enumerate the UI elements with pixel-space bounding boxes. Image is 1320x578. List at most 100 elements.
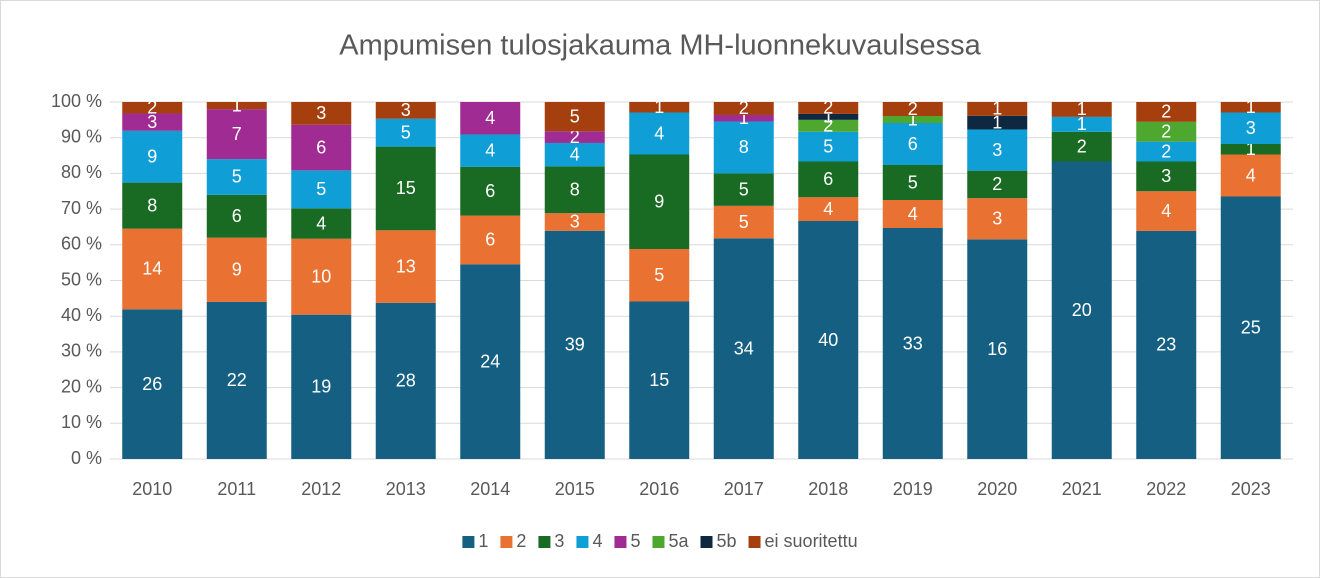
- data-label: 6: [485, 181, 495, 201]
- data-label: 25: [1241, 318, 1261, 338]
- legend-swatch: [538, 536, 551, 548]
- bar-segment: [629, 301, 690, 459]
- data-label: 4: [908, 204, 918, 224]
- bar-segment: [544, 142, 605, 167]
- data-label: 1: [1246, 139, 1256, 159]
- bar-segment: [1136, 230, 1197, 459]
- bar-segment: [206, 102, 267, 110]
- data-label: 14: [142, 259, 162, 279]
- bar-segment: [967, 129, 1028, 171]
- data-label: 4: [1161, 201, 1171, 221]
- bar-segment: [713, 121, 774, 174]
- bar-segment: [967, 102, 1028, 116]
- bar-segment: [798, 197, 859, 221]
- bar-segment: [1136, 191, 1197, 231]
- data-label: 3: [147, 112, 157, 132]
- legend-swatch: [700, 536, 713, 548]
- bar-segment: [713, 102, 774, 115]
- data-label: 4: [1246, 165, 1256, 185]
- bar-segment: [967, 198, 1028, 240]
- bar-segment: [882, 102, 943, 116]
- bar-segment: [798, 119, 859, 132]
- bar-segment: [375, 302, 436, 459]
- x-tick-label: 2016: [639, 479, 679, 499]
- data-label: 10: [311, 266, 331, 286]
- bar-segment: [882, 228, 943, 459]
- bar-segment: [798, 102, 859, 114]
- bar-segment: [206, 159, 267, 195]
- bar-segment: [291, 208, 352, 239]
- bar-segment: [375, 102, 436, 119]
- data-label: 5: [316, 179, 326, 199]
- bar-segment: [1220, 144, 1281, 155]
- bar-segment: [967, 239, 1028, 459]
- data-label: 4: [570, 144, 580, 164]
- y-tick-label: 0 %: [71, 448, 102, 468]
- data-label: 26: [142, 374, 162, 394]
- bar-segment: [629, 102, 690, 113]
- bar-segment: [1220, 196, 1281, 459]
- data-label: 3: [1246, 118, 1256, 138]
- data-label: 5: [739, 212, 749, 232]
- bar-segment: [544, 230, 605, 459]
- data-label: 6: [232, 206, 242, 226]
- bar-segment: [1136, 102, 1197, 122]
- bar-segment: [1051, 131, 1112, 162]
- data-label: 39: [565, 335, 585, 355]
- x-tick-label: 2014: [470, 479, 510, 499]
- data-label: 22: [227, 370, 247, 390]
- data-label: 8: [570, 180, 580, 200]
- data-label: 5: [908, 172, 918, 192]
- bar-segment: [1136, 121, 1197, 142]
- bar-segment: [967, 115, 1028, 130]
- bar-segment: [1051, 161, 1112, 459]
- legend-label: 5b: [717, 531, 737, 551]
- data-label: 40: [818, 330, 838, 350]
- data-label: 1: [992, 99, 1002, 119]
- bar-segment: [291, 124, 352, 171]
- bar-segment: [713, 114, 774, 122]
- bar-segment: [122, 102, 183, 114]
- bar-segment: [206, 194, 267, 238]
- bar-segment: [291, 238, 352, 315]
- data-label: 15: [396, 178, 416, 198]
- bar-segment: [544, 166, 605, 214]
- y-tick-label: 50 %: [61, 269, 102, 289]
- legend-swatch: [500, 536, 513, 548]
- x-tick-label: 2018: [808, 479, 848, 499]
- data-label: 3: [570, 212, 580, 232]
- legend-label: 5a: [668, 531, 689, 551]
- y-tick-label: 90 %: [61, 126, 102, 146]
- data-label: 6: [908, 134, 918, 154]
- legend-label: 2: [516, 531, 526, 551]
- data-label: 4: [823, 199, 833, 219]
- bar-segment: [460, 264, 521, 459]
- bar-segment: [1051, 102, 1112, 117]
- bar-segment: [291, 170, 352, 209]
- bar-segment: [629, 112, 690, 155]
- data-label: 2: [147, 98, 157, 118]
- data-label: 24: [480, 351, 500, 371]
- bar-segment: [544, 213, 605, 231]
- data-label: 2: [1161, 141, 1171, 161]
- legend-label: 3: [554, 531, 564, 551]
- y-tick-label: 70 %: [61, 198, 102, 218]
- x-tick-label: 2010: [132, 479, 172, 499]
- bar-segment: [798, 131, 859, 162]
- bar-segment: [713, 205, 774, 239]
- data-label: 6: [485, 230, 495, 250]
- bar-segment: [629, 154, 690, 249]
- bar-segment: [375, 230, 436, 303]
- bar-segment: [122, 130, 183, 183]
- x-tick-label: 2020: [977, 479, 1017, 499]
- x-tick-label: 2013: [386, 479, 426, 499]
- x-tick-label: 2012: [301, 479, 341, 499]
- bar-segment: [1136, 161, 1197, 192]
- data-label: 28: [396, 371, 416, 391]
- data-label: 34: [734, 338, 754, 358]
- data-label: 15: [649, 370, 669, 390]
- bar-segment: [1136, 141, 1197, 162]
- bar-segment: [291, 102, 352, 125]
- x-tick-label: 2022: [1146, 479, 1186, 499]
